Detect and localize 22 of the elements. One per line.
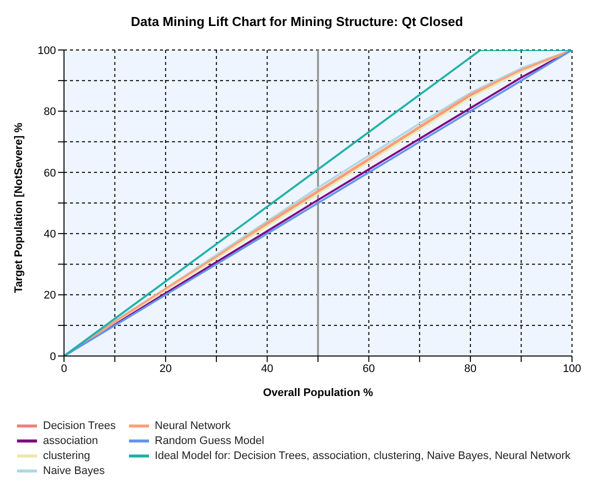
y-axis-title: Target Population [NotSevere] % <box>12 122 25 293</box>
y-tick-label: 0 <box>50 350 56 363</box>
x-tick-label: 100 <box>562 362 582 375</box>
y-tick-label: 80 <box>44 106 56 118</box>
x-tick-label: 80 <box>464 362 477 375</box>
x-tick-label: 40 <box>261 362 274 375</box>
y-tick-label: 20 <box>44 290 56 302</box>
legend-label: association <box>43 434 98 446</box>
x-axis-title: Overall Population % <box>262 387 374 399</box>
y-tick-label: 100 <box>38 44 56 57</box>
x-tick-label: 0 <box>60 362 68 375</box>
legend-label: Naive Bayes <box>43 464 105 476</box>
x-tick-label: 20 <box>159 362 172 375</box>
legend-label: clustering <box>43 450 90 462</box>
chart-title: Data Mining Lift Chart for Mining Structure: Qt Closed <box>130 14 464 29</box>
y-tick-label: 40 <box>44 228 56 241</box>
y-tick-label: 60 <box>44 167 56 180</box>
legend-label: Ideal Model for: Decision Trees, association, clustering, Naive Bayes, Neural Network <box>154 450 571 462</box>
x-tick-label: 60 <box>362 362 375 375</box>
legend-label: Decision Trees <box>43 420 116 432</box>
legend-label: Neural Network <box>154 420 231 432</box>
legend-label: Random Guess Model <box>154 434 264 446</box>
